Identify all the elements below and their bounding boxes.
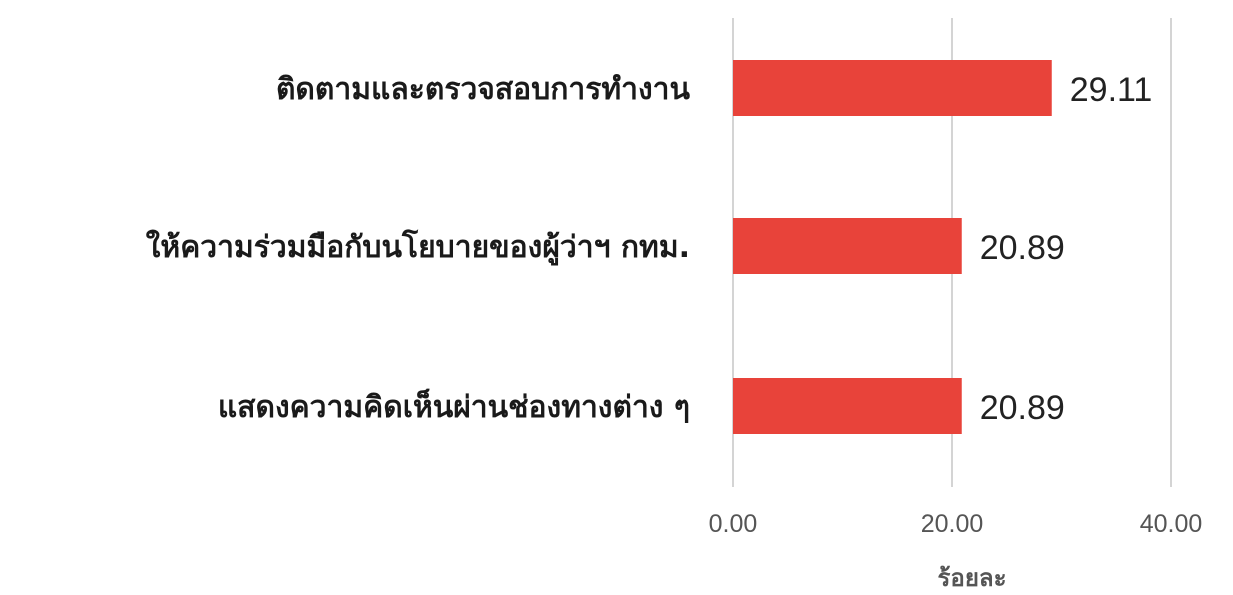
data-label: 20.89 (980, 389, 1065, 427)
x-axis-title: ร้อยละ (938, 564, 1007, 592)
x-tick-label: 40.00 (1140, 510, 1203, 538)
category-label: แสดงความคิดเห็นผ่านช่องทางต่าง ๆ (218, 388, 690, 425)
bars (733, 60, 1052, 434)
category-label: ติดตามและตรวจสอบการทำงาน (276, 72, 691, 107)
bar (733, 60, 1052, 116)
x-tick-label: 20.00 (921, 510, 984, 538)
bar (733, 218, 962, 274)
x-tick-label: 0.00 (709, 510, 758, 538)
bar (733, 378, 962, 434)
value-labels: 29.11 20.89 20.89 (980, 71, 1153, 427)
x-tick-labels: 0.00 20.00 40.00 (709, 510, 1203, 538)
data-label: 29.11 (1070, 71, 1153, 109)
data-label: 20.89 (980, 229, 1065, 267)
category-labels: ติดตามและตรวจสอบการทำงานให้ความร่วมมือกั… (146, 72, 691, 425)
category-label: ให้ความร่วมมือกับนโยบายของผู้ว่าฯ กทม. (146, 228, 690, 266)
